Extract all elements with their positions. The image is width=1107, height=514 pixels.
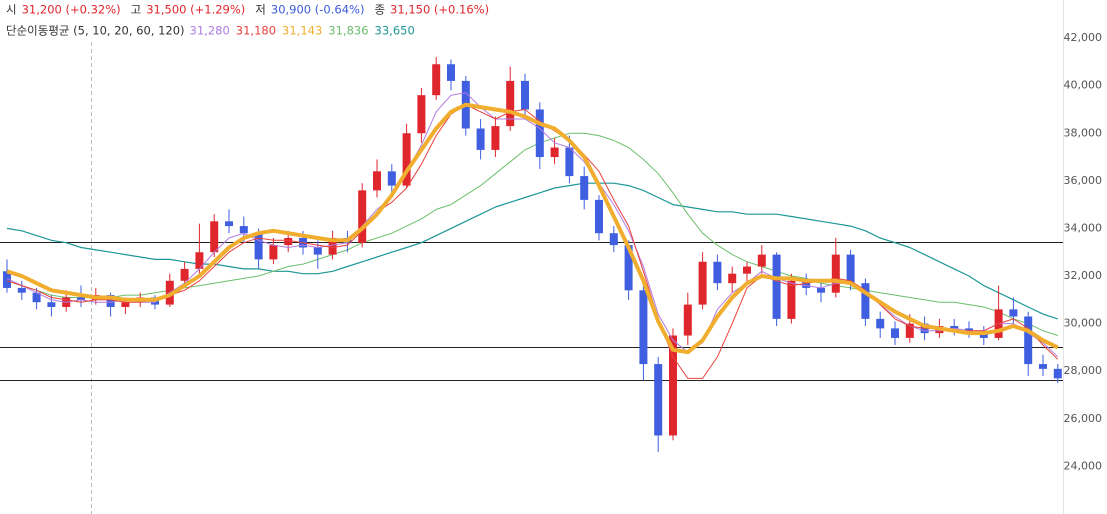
header-value: 31,500 (+1.29%) <box>146 3 245 17</box>
candle-body <box>743 266 751 274</box>
candle-body <box>698 261 707 305</box>
moving-average-line <box>6 104 1059 379</box>
candle-body <box>239 226 248 234</box>
candle-body <box>373 171 381 191</box>
candle-body <box>195 252 204 269</box>
y-tick-label: 38,000 <box>1064 126 1103 139</box>
candle-body <box>580 176 589 200</box>
candle-body <box>313 247 322 255</box>
candle-body <box>17 287 26 293</box>
y-tick-label: 28,000 <box>1064 364 1103 377</box>
candle-body <box>521 80 529 110</box>
header-label: 종 <box>374 3 385 17</box>
candle-body <box>876 318 885 329</box>
candle-body <box>965 328 973 331</box>
candle-body <box>950 326 959 329</box>
header-label: 고 <box>131 3 142 17</box>
candle-body <box>417 95 426 134</box>
candle-body <box>32 292 41 303</box>
candle-body <box>891 328 899 338</box>
candle-body <box>106 295 115 307</box>
candle-body <box>387 171 396 186</box>
y-tick-label: 42,000 <box>1064 31 1103 44</box>
candle-body <box>905 323 914 338</box>
candle-body <box>3 271 11 288</box>
candle-body <box>1009 309 1018 317</box>
header-label: 저 <box>255 3 266 17</box>
candle-body <box>476 128 485 150</box>
candle-body <box>624 245 633 291</box>
header-value: 31,150 (+0.16%) <box>390 3 489 17</box>
candle-body <box>713 261 722 284</box>
y-tick-label: 30,000 <box>1064 317 1103 330</box>
candle-body <box>639 290 648 365</box>
header-label: 시 <box>6 3 17 17</box>
moving-average-line <box>6 182 1058 320</box>
candle-body <box>535 109 544 158</box>
ma-value: 31,280 <box>190 24 230 38</box>
ma-label: 단순이동평균 (5, 10, 20, 60, 120) <box>6 24 185 38</box>
y-tick-label: 26,000 <box>1064 412 1103 425</box>
candle-body <box>565 147 574 177</box>
candle-body <box>609 233 618 246</box>
header-background <box>0 0 502 42</box>
candle-body <box>269 245 278 260</box>
y-tick-label: 32,000 <box>1064 269 1103 282</box>
candle-body <box>831 254 840 293</box>
moving-average-line <box>6 92 1059 358</box>
y-tick-label: 40,000 <box>1064 79 1103 92</box>
candle-body <box>506 80 515 127</box>
candle-body <box>550 147 559 158</box>
candle-body <box>595 199 603 234</box>
ma-value: 31,836 <box>328 24 368 38</box>
ma-value: 31,143 <box>282 24 322 38</box>
candle-body <box>432 64 441 96</box>
candle-body <box>284 237 293 246</box>
y-tick-label: 34,000 <box>1064 221 1103 234</box>
candle-body <box>846 254 855 284</box>
candle-body <box>358 190 367 243</box>
candle-body <box>180 268 189 281</box>
candle-body <box>757 254 766 267</box>
header: 시 31,200 (+0.32%) 고 31,500 (+1.29%) 저 30,900 … <box>0 0 502 42</box>
candle-body <box>802 280 811 288</box>
candle-body <box>210 221 219 253</box>
candle-body <box>683 304 692 336</box>
y-tick-label: 24,000 <box>1064 459 1103 472</box>
candle-body <box>817 287 825 293</box>
header-value: 31,200 (+0.32%) <box>22 3 121 17</box>
candle-body <box>447 64 455 81</box>
y-tick-label: 36,000 <box>1064 174 1103 187</box>
candle-body <box>654 364 663 436</box>
moving-average-line <box>6 102 1059 355</box>
header-value: 30,900 (-0.64%) <box>271 3 365 17</box>
candle-body <box>121 302 130 307</box>
ma-value: 33,650 <box>375 24 415 38</box>
candle-body <box>1053 368 1062 379</box>
ma-value: 31,180 <box>236 24 276 38</box>
candle-body <box>402 133 411 186</box>
candle-body <box>1039 364 1047 369</box>
candle-body <box>1024 316 1033 365</box>
candle-body <box>328 237 337 255</box>
candle-body <box>491 126 500 150</box>
candle-body <box>728 273 737 284</box>
candle-body <box>669 335 677 436</box>
candle-body <box>225 221 233 227</box>
candle-body <box>787 280 796 319</box>
candle-body <box>772 254 781 319</box>
candle-body <box>254 233 263 260</box>
candle-body <box>77 297 85 300</box>
moving-average-line <box>6 132 1058 336</box>
candle-body <box>861 283 870 319</box>
candle-body <box>47 302 56 307</box>
